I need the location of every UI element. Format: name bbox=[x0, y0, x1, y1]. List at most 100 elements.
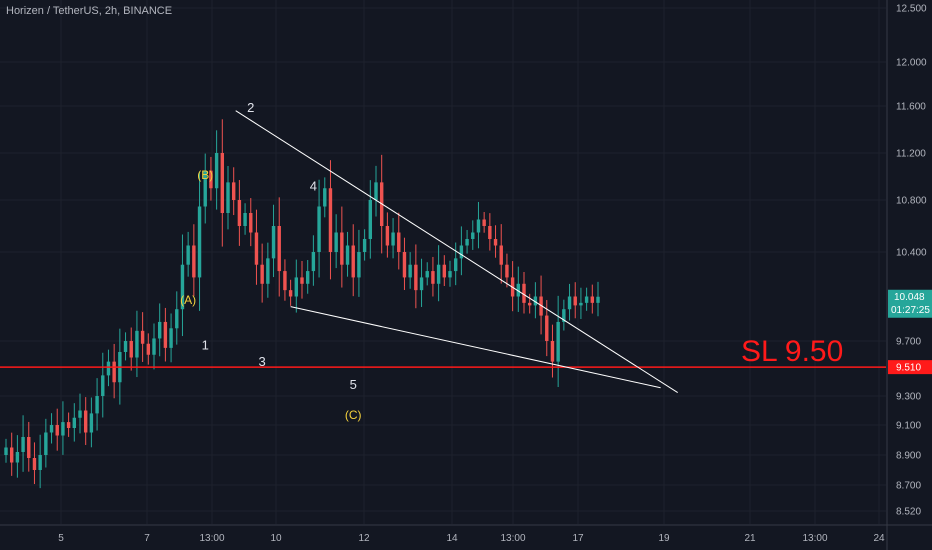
candle-body bbox=[197, 206, 202, 278]
candle-body bbox=[414, 264, 418, 291]
price-tick-label: 11.200 bbox=[896, 149, 926, 160]
candle-body bbox=[175, 309, 179, 329]
price-tick-label: 12.500 bbox=[896, 4, 927, 15]
chart-title: Horizen / TetherUS, 2h, BINANCE bbox=[6, 5, 173, 17]
time-tick-label: 10 bbox=[270, 533, 282, 544]
candle-body bbox=[425, 271, 429, 278]
candle-body bbox=[471, 232, 475, 239]
candle-body bbox=[214, 153, 219, 189]
candle-body bbox=[283, 271, 287, 291]
price-tick-label: 12.000 bbox=[896, 58, 927, 69]
time-tick-label: 7 bbox=[144, 533, 150, 544]
candle-body bbox=[436, 264, 441, 284]
candle-body bbox=[140, 330, 145, 344]
price-axis[interactable]: 12.500 12.000 11.600 11.200 10.800 10.400 9.70… bbox=[888, 4, 932, 518]
candle-body bbox=[431, 271, 435, 284]
candle-body bbox=[516, 283, 521, 297]
price-tick-label: 11.600 bbox=[896, 102, 926, 113]
grid bbox=[0, 0, 886, 524]
candle-body bbox=[419, 277, 424, 291]
time-axis[interactable]: 5 7 13:00 10 12 14 13:00 17 19 21 13:00 24 bbox=[58, 533, 885, 544]
wave-label: (C) bbox=[345, 408, 362, 422]
candle-body bbox=[465, 239, 469, 246]
candle-body bbox=[545, 315, 549, 341]
price-tick-label: 8.520 bbox=[896, 507, 921, 518]
candle-body bbox=[271, 226, 276, 259]
wave-label: (B) bbox=[197, 168, 213, 182]
candle-body bbox=[311, 252, 316, 272]
candle-body bbox=[101, 375, 105, 396]
candle-body bbox=[49, 425, 54, 433]
time-tick-label: 13:00 bbox=[802, 533, 827, 544]
candle-body bbox=[323, 188, 327, 207]
time-tick-label: 12 bbox=[358, 533, 370, 544]
time-tick-label: 13:00 bbox=[500, 533, 525, 544]
candle-body bbox=[288, 290, 293, 297]
wave-labels: 2 (B) 4 (A) 1 3 5 (C) SL 9.50 bbox=[180, 100, 843, 422]
drawings[interactable] bbox=[0, 110, 886, 393]
candle-body bbox=[385, 226, 390, 246]
candle-body bbox=[260, 264, 264, 284]
candle-body bbox=[83, 410, 88, 433]
candle-body bbox=[89, 413, 94, 433]
time-tick-label: 19 bbox=[658, 533, 670, 544]
wave-label: 5 bbox=[350, 377, 357, 392]
candle-body bbox=[254, 232, 259, 265]
candle-body bbox=[334, 232, 338, 252]
price-tick-label: 10.400 bbox=[896, 248, 927, 259]
candle-body bbox=[596, 296, 600, 303]
candle-body bbox=[180, 264, 185, 310]
candle-body bbox=[220, 153, 225, 213]
candle-body bbox=[522, 283, 526, 303]
candle-body bbox=[186, 245, 190, 265]
candle-body bbox=[294, 277, 299, 297]
price-tick-label: 8.700 bbox=[896, 481, 921, 492]
candle-body bbox=[357, 252, 361, 278]
candle-body bbox=[397, 232, 401, 252]
candle-body bbox=[476, 219, 481, 233]
candle-body bbox=[129, 341, 133, 358]
candle-body bbox=[112, 361, 116, 383]
price-tick-label: 10.800 bbox=[896, 196, 927, 207]
candle-body bbox=[300, 277, 304, 284]
trendline[interactable] bbox=[235, 110, 678, 393]
candle-body bbox=[95, 396, 99, 414]
trendline[interactable] bbox=[290, 306, 661, 389]
candle-body bbox=[123, 341, 128, 352]
candle-body bbox=[231, 182, 236, 200]
candle-body bbox=[146, 343, 151, 355]
candle-body bbox=[266, 258, 270, 284]
time-tick-label: 24 bbox=[873, 533, 885, 544]
time-tick-label: 13:00 bbox=[199, 533, 224, 544]
candle-body bbox=[15, 452, 20, 463]
last-price-tag bbox=[888, 289, 932, 318]
candle-body bbox=[38, 455, 42, 470]
candle-body bbox=[209, 170, 213, 189]
candle-body bbox=[573, 296, 577, 306]
candle-body bbox=[328, 188, 333, 252]
candle-body bbox=[533, 296, 538, 306]
candle-body bbox=[527, 302, 532, 306]
bar-countdown: 01:27:25 bbox=[891, 305, 930, 316]
candle-body bbox=[66, 422, 71, 428]
candle-body bbox=[163, 321, 168, 348]
candle-body bbox=[442, 264, 447, 278]
time-tick-label: 17 bbox=[572, 533, 584, 544]
candle-body bbox=[368, 200, 373, 239]
candle-body bbox=[562, 309, 566, 322]
candle-body bbox=[374, 182, 378, 200]
candle-body bbox=[505, 264, 509, 278]
time-tick-label: 5 bbox=[58, 533, 64, 544]
candle-body bbox=[499, 245, 503, 265]
stop-loss-label: SL 9.50 bbox=[741, 335, 843, 368]
last-price-value: 10.048 bbox=[894, 292, 925, 303]
price-tick-label: 9.700 bbox=[896, 337, 921, 348]
candle-body bbox=[226, 182, 230, 213]
wave-label: 2 bbox=[247, 100, 254, 115]
candle-body bbox=[493, 239, 498, 246]
wave-label: 1 bbox=[202, 337, 209, 352]
candle-body bbox=[317, 206, 321, 252]
candle-body bbox=[72, 417, 77, 428]
